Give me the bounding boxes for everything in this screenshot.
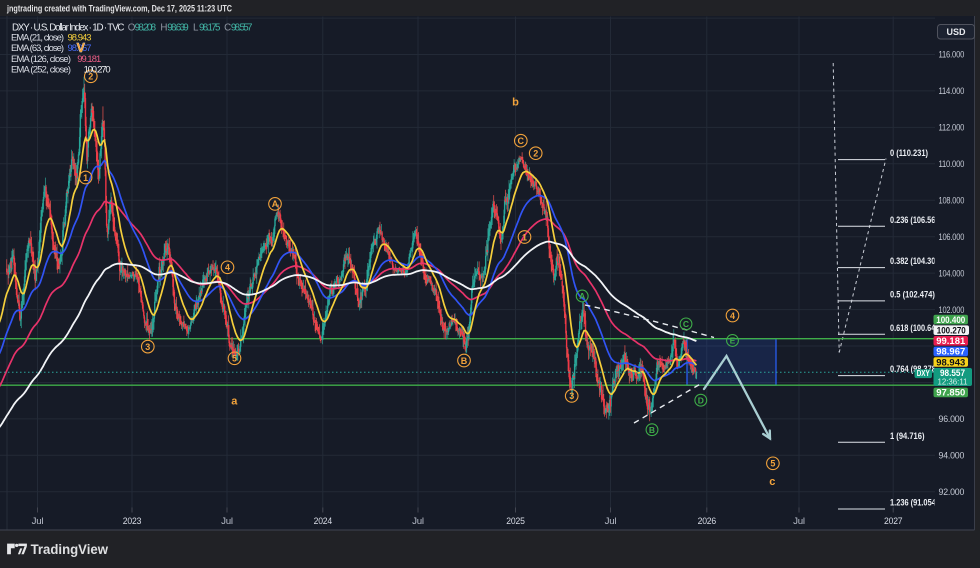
svg-text:1.236 (91.054): 1.236 (91.054): [890, 498, 938, 508]
svg-text:2: 2: [533, 149, 538, 159]
svg-text:b: b: [512, 96, 519, 108]
svg-text:92.000: 92.000: [939, 487, 965, 497]
svg-text:0.236 (106.569): 0.236 (106.569): [890, 215, 942, 225]
svg-text:2027: 2027: [884, 516, 902, 526]
svg-text:2025: 2025: [506, 516, 524, 526]
svg-text:C: C: [683, 319, 689, 329]
svg-text:USD: USD: [946, 27, 966, 37]
svg-text:94.000: 94.000: [939, 451, 965, 461]
svg-text:99.181: 99.181: [936, 336, 965, 346]
svg-text:98.943: 98.943: [936, 357, 965, 367]
svg-text:98.557: 98.557: [940, 368, 965, 378]
svg-text:98.639: 98.639: [167, 22, 189, 33]
svg-text:0.618 (100.643): 0.618 (100.643): [890, 323, 942, 333]
svg-text:112.000: 112.000: [939, 123, 965, 133]
svg-text:A: A: [579, 291, 585, 301]
svg-text:A: A: [272, 199, 279, 209]
svg-text:Jul: Jul: [793, 516, 805, 526]
svg-text:5: 5: [232, 354, 237, 364]
svg-text:0.5 (102.474): 0.5 (102.474): [890, 289, 935, 299]
svg-text:3: 3: [145, 342, 150, 352]
svg-text:4: 4: [225, 263, 230, 273]
svg-text:100.270: 100.270: [84, 64, 111, 75]
svg-text:106.000: 106.000: [939, 232, 965, 242]
svg-text:EMA (63, close): EMA (63, close): [11, 42, 64, 53]
svg-text:EMA (21, close): EMA (21, close): [11, 31, 64, 42]
svg-text:a: a: [231, 396, 238, 408]
svg-text:114.000: 114.000: [939, 86, 965, 96]
svg-text:3: 3: [569, 391, 574, 401]
svg-text:L: L: [193, 22, 199, 33]
svg-text:Jul: Jul: [605, 516, 617, 526]
svg-text:100.270: 100.270: [937, 326, 966, 336]
svg-text:0 (110.231): 0 (110.231): [890, 148, 928, 158]
svg-text:V: V: [77, 41, 86, 55]
svg-text:D: D: [698, 395, 704, 405]
svg-text:2023: 2023: [123, 516, 141, 526]
svg-text:B: B: [649, 425, 655, 435]
svg-text:E: E: [730, 336, 736, 346]
svg-text:102.000: 102.000: [939, 305, 965, 315]
svg-text:98.557: 98.557: [231, 22, 253, 33]
svg-text:2024: 2024: [314, 516, 332, 526]
svg-text:C: C: [518, 136, 525, 146]
svg-text:1: 1: [83, 173, 88, 183]
svg-text:c: c: [769, 476, 775, 488]
svg-text:H: H: [160, 22, 167, 33]
svg-text:97.850: 97.850: [936, 388, 965, 398]
svg-text:0.764 (98.378): 0.764 (98.378): [890, 364, 938, 374]
svg-text:98.943: 98.943: [68, 31, 92, 42]
svg-text:12:36:11: 12:36:11: [938, 377, 968, 387]
svg-text:1 (94.716): 1 (94.716): [890, 431, 925, 441]
svg-text:100.400: 100.400: [936, 315, 965, 325]
svg-text:4: 4: [730, 311, 735, 321]
svg-text:116.000: 116.000: [939, 50, 965, 60]
svg-text:110.000: 110.000: [939, 159, 965, 169]
svg-text:5: 5: [770, 459, 775, 469]
svg-text:jngtrading created with Tradin: jngtrading created with TradingView.com,…: [6, 4, 232, 15]
svg-text:104.000: 104.000: [939, 268, 965, 278]
svg-text:1: 1: [522, 232, 527, 242]
svg-text:EMA (126, close): EMA (126, close): [11, 53, 71, 64]
svg-text:EMA (252, close): EMA (252, close): [11, 64, 71, 75]
svg-text:0.382 (104.304): 0.382 (104.304): [890, 256, 942, 266]
svg-text:108.000: 108.000: [939, 196, 965, 206]
svg-text:98.175: 98.175: [199, 22, 221, 33]
svg-text:98.967: 98.967: [68, 42, 92, 53]
svg-text:2: 2: [88, 72, 93, 82]
svg-text:B: B: [461, 356, 468, 366]
svg-text:DXY · U.S. Dollar Index · 1D ·: DXY · U.S. Dollar Index · 1D · TVC: [12, 22, 125, 33]
svg-text:Jul: Jul: [32, 516, 44, 526]
svg-text:TradingView: TradingView: [31, 542, 109, 557]
svg-text:Jul: Jul: [221, 516, 233, 526]
svg-text:Jul: Jul: [412, 516, 424, 526]
svg-text:96.000: 96.000: [939, 414, 965, 424]
svg-text:98.208: 98.208: [135, 22, 157, 33]
svg-text:98.967: 98.967: [936, 347, 965, 357]
svg-text:O: O: [128, 22, 136, 33]
svg-text:C: C: [224, 22, 231, 33]
svg-text:2026: 2026: [698, 516, 716, 526]
svg-text:99.181: 99.181: [77, 53, 101, 64]
svg-text:DXY: DXY: [917, 369, 931, 378]
